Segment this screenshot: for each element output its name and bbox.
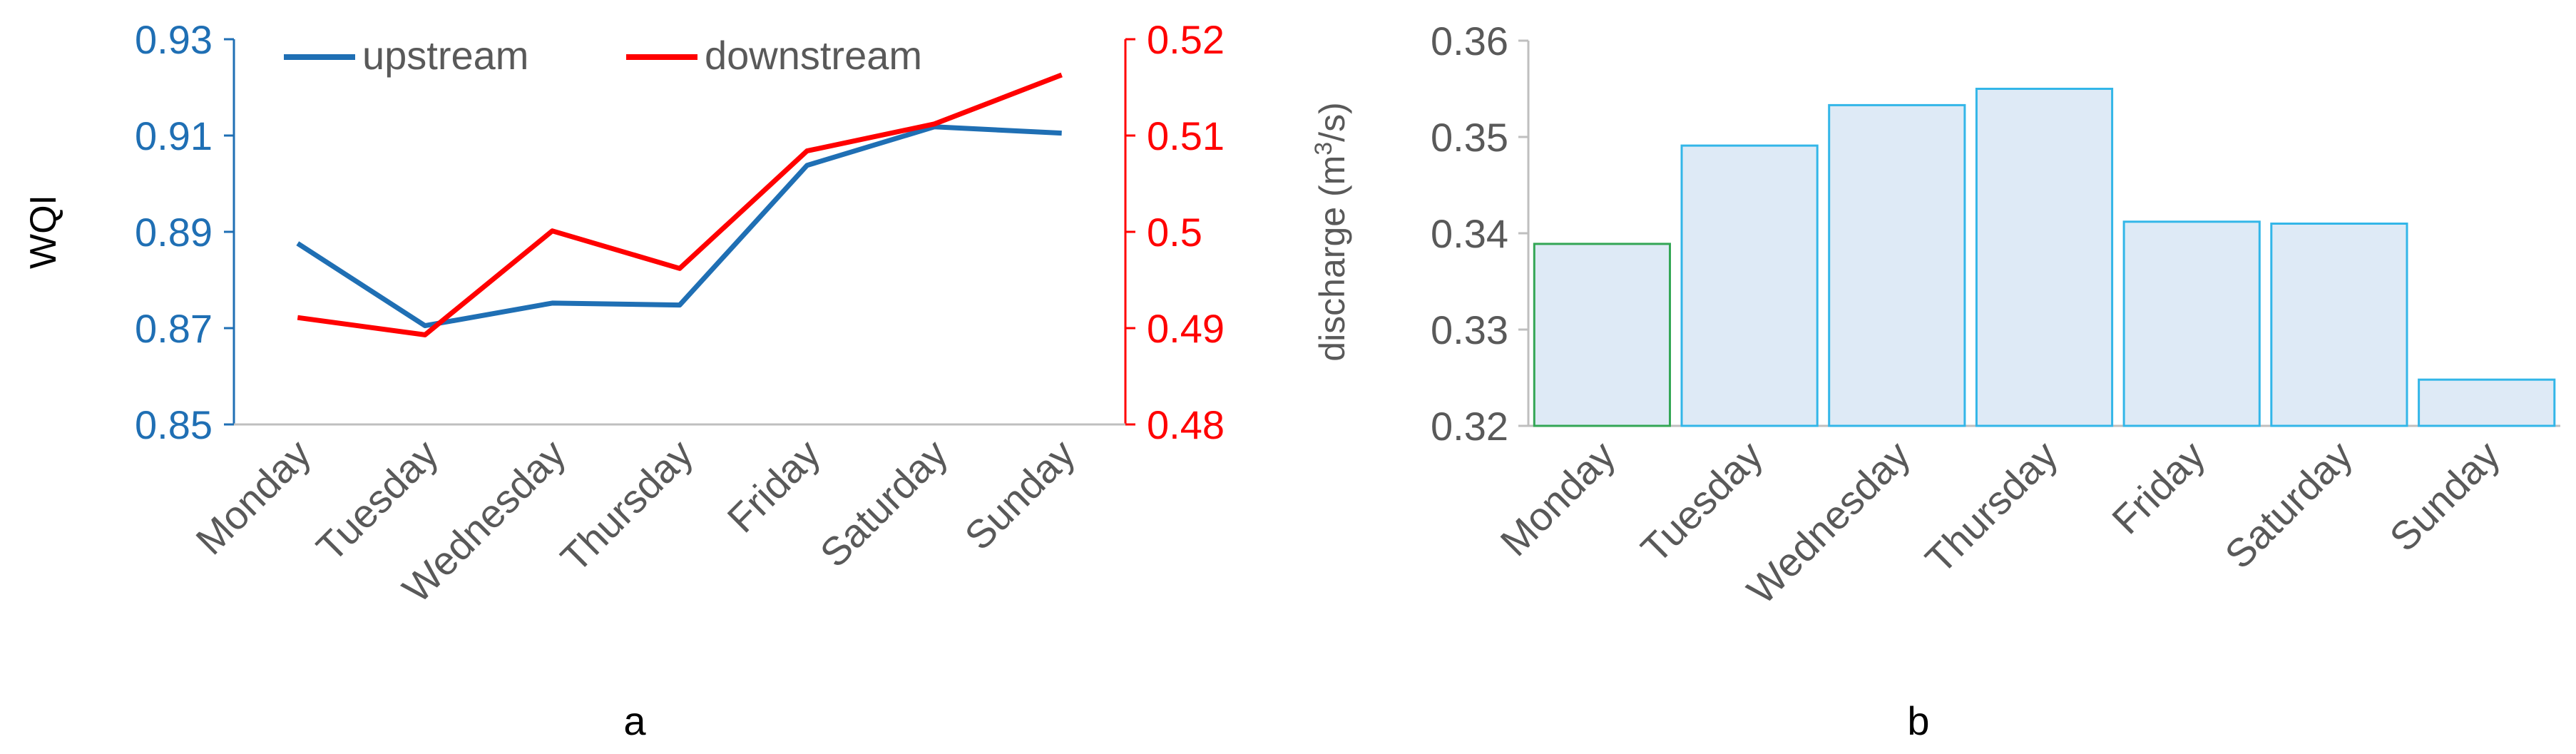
series-line-downstream bbox=[297, 72, 1063, 337]
panel-b-y-tick-label: 0.34 bbox=[1431, 211, 1508, 256]
panel-a-left-ticks: 0.85 0.87 0.89 0.91 0.93 bbox=[135, 17, 234, 447]
panel-a-y-axis-title: WQI bbox=[23, 195, 64, 269]
panel-b-y-tick-label: 0.36 bbox=[1431, 19, 1508, 63]
panel-a-x-tick-label: Saturday bbox=[812, 431, 956, 576]
bar-thursday bbox=[1975, 88, 2114, 427]
panel-b-chart: 0.320.330.340.350.36 Monday TuesdayWednes… bbox=[1310, 19, 2560, 743]
panel-b-bars bbox=[1533, 88, 2556, 427]
panel-b-y-tick-label: 0.35 bbox=[1431, 115, 1508, 160]
panel-a-left-tick-label: 0.93 bbox=[135, 17, 213, 62]
panel-b-ylabel-sup: 3 bbox=[1310, 142, 1337, 156]
panel-a-left-tick-label: 0.85 bbox=[135, 402, 213, 447]
panel-b-y-tick-label: 0.32 bbox=[1431, 404, 1508, 449]
bar-friday bbox=[2122, 220, 2261, 427]
panel-b-x-tick-label: Friday bbox=[2103, 432, 2214, 543]
series-line-upstream bbox=[296, 124, 1062, 329]
panel-b-x-tick-label: Monday bbox=[1491, 432, 1623, 564]
panel-b-label: b bbox=[1907, 698, 1929, 743]
panel-a-x-tick-label: Thursday bbox=[552, 431, 702, 581]
panel-b-x-tick-label: Tuesday bbox=[1632, 432, 1772, 571]
bar-monday bbox=[1533, 243, 1672, 427]
panel-a-right-tick-label: 0.49 bbox=[1147, 306, 1225, 351]
panel-a-x-tick-label: Monday bbox=[187, 431, 319, 563]
bar-saturday bbox=[2270, 223, 2408, 427]
bar-sunday bbox=[2418, 378, 2556, 427]
panel-b-y-axis-title: discharge (m3/s) bbox=[1310, 102, 1352, 361]
panel-b-y-ticks: 0.32 0.33 0.34 0.35 0.36 bbox=[1431, 19, 1528, 449]
panel-a-label: a bbox=[623, 698, 646, 743]
legend-upstream-label: upstream bbox=[362, 33, 528, 78]
panel-a-right-tick-label: 0.52 bbox=[1147, 17, 1225, 62]
panel-a-right-tick-label: 0.51 bbox=[1147, 113, 1225, 158]
panel-b-y-tick-label: 0.33 bbox=[1431, 307, 1508, 352]
bar-wednesday bbox=[1828, 103, 1966, 427]
panel-a-x-tick-label: Sunday bbox=[956, 431, 1083, 559]
panel-a-x-tick-label: Friday bbox=[718, 431, 829, 541]
panel-b-ylabel-end: /s) bbox=[1312, 102, 1352, 142]
panel-a-chart: 0.85 0.87 0.89 0.91 0.93 0.48 0.49 0.5 0.51 0.52… bbox=[23, 17, 1225, 743]
legend-downstream-label: downstream bbox=[705, 33, 922, 78]
panel-a-right-ticks: 0.48 0.49 0.5 0.51 0.52 bbox=[1125, 17, 1225, 447]
panel-b-x-tick-label: Saturday bbox=[2216, 432, 2361, 577]
bar-tuesday bbox=[1680, 144, 1819, 427]
panel-a-legend: upstream downstream bbox=[284, 33, 922, 78]
panel-a-left-tick-label: 0.91 bbox=[135, 113, 213, 158]
panel-a-left-tick-label: 0.89 bbox=[135, 210, 213, 255]
panel-a-left-tick-label: 0.87 bbox=[135, 306, 213, 351]
panel-b-x-tick-label: Sunday bbox=[2381, 432, 2508, 560]
panel-b-ylabel-main: discharge (m bbox=[1312, 156, 1352, 362]
panel-a-right-tick-label: 0.48 bbox=[1147, 402, 1225, 447]
panel-a-right-tick-label: 0.5 bbox=[1147, 210, 1202, 255]
panel-a-series bbox=[296, 72, 1063, 337]
panel-b-x-tick-label: Thursday bbox=[1916, 432, 2066, 582]
